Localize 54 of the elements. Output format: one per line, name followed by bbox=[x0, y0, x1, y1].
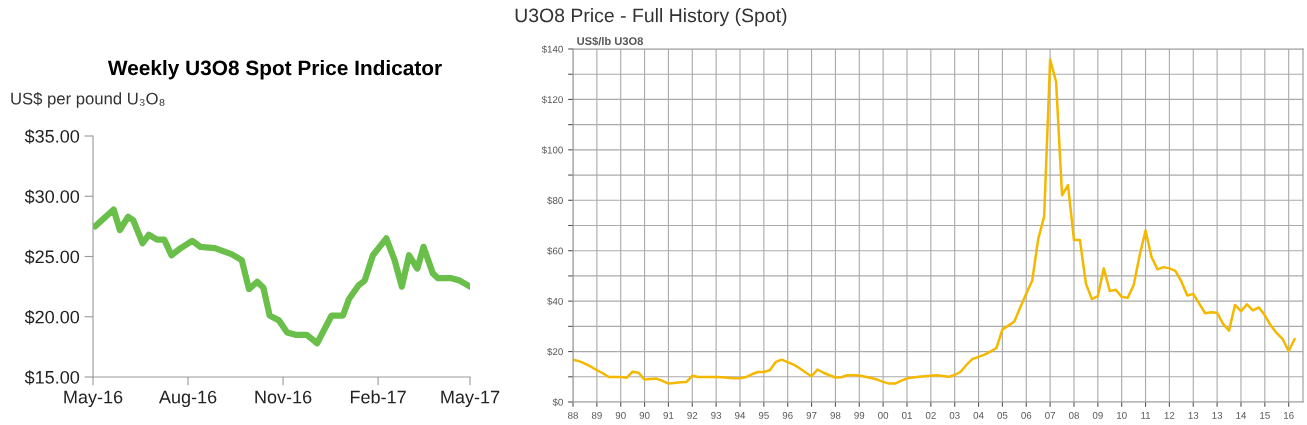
x-tick-label: 03 bbox=[949, 411, 960, 419]
x-tick-label: 01 bbox=[901, 411, 912, 419]
x-tick-label: 99 bbox=[854, 411, 865, 419]
x-tick-label: 89 bbox=[591, 411, 602, 419]
y-tick-label: $30.00 bbox=[24, 189, 80, 205]
x-tick-label: 95 bbox=[758, 411, 769, 419]
x-tick-label: 06 bbox=[1021, 411, 1032, 419]
y-tick-label: $25.00 bbox=[24, 249, 80, 265]
x-tick-label: 04 bbox=[973, 411, 984, 419]
y-tick-label: $140 bbox=[541, 45, 563, 54]
x-tick-label: 91 bbox=[663, 411, 674, 419]
x-tick-label: Nov-16 bbox=[255, 390, 312, 404]
y-tick-label: $40 bbox=[547, 297, 563, 306]
y-tick-label: $35.00 bbox=[24, 129, 80, 144]
x-tick-label: 13 bbox=[1188, 411, 1199, 419]
chart-title: Weekly U3O8 Spot Price Indicator bbox=[107, 60, 442, 80]
y-tick-label: $60 bbox=[547, 247, 563, 255]
x-tick-label: Aug-16 bbox=[158, 390, 217, 408]
y-axis-title: US$/lb U3O8 bbox=[577, 36, 643, 46]
y-tick-label: $0 bbox=[552, 398, 563, 407]
x-tick-label: Feb-17 bbox=[350, 390, 406, 404]
x-tick-label: 94 bbox=[735, 411, 746, 419]
x-tick-label: 08 bbox=[1068, 411, 1079, 419]
x-tick-label: 98 bbox=[830, 411, 841, 419]
x-tick-label: 90 bbox=[639, 411, 650, 419]
chart-title: U3O8 Price - Full History (Spot) bbox=[515, 8, 787, 27]
x-tick-label: 16 bbox=[1284, 411, 1294, 419]
x-tick-label: 00 bbox=[878, 411, 889, 419]
x-tick-label: 07 bbox=[1045, 411, 1056, 419]
x-tick-label: 92 bbox=[687, 411, 698, 419]
y-axis-title: US$ per pound U₃O₈ bbox=[11, 92, 165, 108]
y-tick-label: $100 bbox=[541, 146, 563, 155]
x-tick-label: 02 bbox=[925, 411, 936, 419]
line-series bbox=[573, 58, 1296, 385]
x-tick-label: 88 bbox=[568, 411, 578, 419]
x-tick-label: May-16 bbox=[64, 390, 123, 408]
x-tick-label: 13 bbox=[1212, 411, 1223, 419]
y-tick-label: $120 bbox=[541, 95, 563, 104]
x-tick-label: 14 bbox=[1236, 412, 1247, 419]
y-tick-label: $80 bbox=[547, 196, 563, 205]
x-tick-label: 09 bbox=[1092, 411, 1103, 419]
y-tick-label: $15.00 bbox=[24, 370, 80, 385]
x-tick-label: 05 bbox=[997, 411, 1008, 419]
x-tick-label: 12 bbox=[1164, 411, 1175, 419]
x-tick-label: 11 bbox=[1141, 412, 1151, 419]
x-tick-label: 96 bbox=[782, 411, 793, 419]
y-tick-label: $20.00 bbox=[24, 309, 80, 325]
x-tick-label: 10 bbox=[1117, 411, 1127, 419]
x-tick-label: 90 bbox=[615, 411, 626, 419]
y-tick-label: $20 bbox=[547, 347, 563, 356]
x-tick-label: 93 bbox=[711, 411, 722, 419]
x-tick-label: May-17 bbox=[441, 390, 500, 408]
x-tick-label: 15 bbox=[1260, 412, 1270, 419]
x-tick-label: 97 bbox=[806, 411, 817, 419]
